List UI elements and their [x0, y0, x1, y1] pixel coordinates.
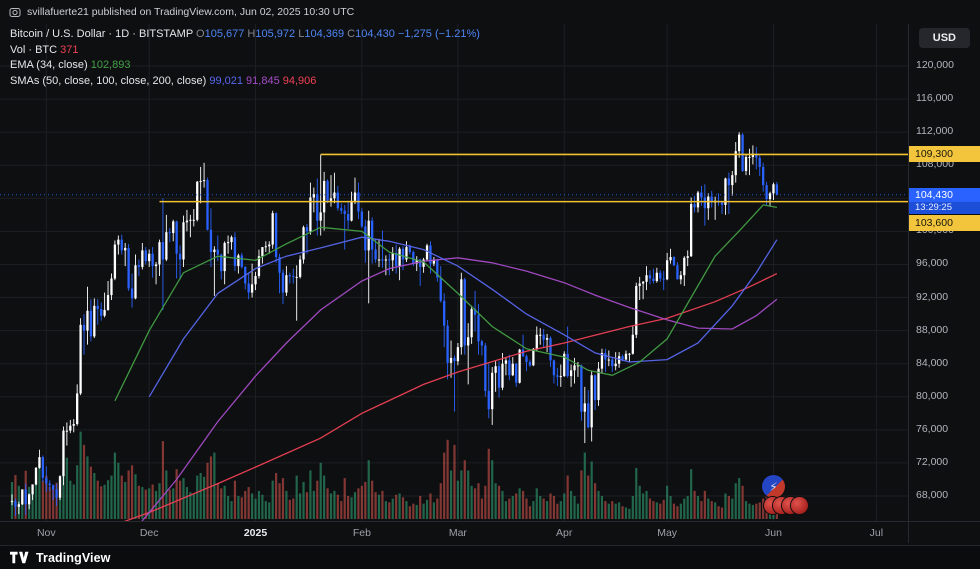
ohlc-open-value: 105,677: [204, 28, 245, 40]
tradingview-logo[interactable]: TradingView: [10, 551, 111, 565]
price-axis-label: 108,000: [916, 158, 954, 171]
price-scale[interactable]: 68,000 72,000 76,000 80,000 84,000 88,000 92,0…: [908, 24, 980, 521]
time-axis-label: Jul: [869, 527, 884, 539]
price-axis-label: 116,000: [916, 92, 954, 105]
change-value: −1,275 (−1.21%): [397, 28, 480, 40]
ohlc-low-value: 104,369: [304, 28, 345, 40]
symbol-title: Bitcoin / U.S. Dollar · 1D · BITSTAMP: [10, 28, 193, 40]
ohlc-high-key: H: [247, 28, 256, 40]
sma50-value: 99,021: [209, 74, 243, 87]
time-scale[interactable]: Nov Dec 2025 Feb Mar Apr May Jun Jul: [0, 522, 908, 543]
plot-layer: [10, 132, 779, 521]
time-axis-label: May: [657, 527, 678, 539]
time-axis-label: 2025: [243, 527, 268, 539]
price-axis-label: 92,000: [916, 290, 949, 303]
time-axis-label: Mar: [448, 527, 467, 539]
indicators-layer: [114, 204, 778, 521]
sma200-value: 94,906: [282, 74, 317, 87]
volume-label: Vol · BTC: [10, 43, 58, 56]
price-axis-label: 76,000: [916, 422, 949, 435]
price-chart-canvas[interactable]: [0, 0, 980, 545]
price-axis-label: 112,000: [916, 125, 954, 138]
resistance-price-label: 109,300: [909, 146, 980, 163]
sma-row[interactable]: SMAs (50, close, 100, close, 200, close)…: [10, 74, 480, 90]
volume-value: 371: [60, 43, 79, 56]
ohlc-close-value: 104,430: [355, 28, 395, 40]
volume-row[interactable]: Vol · BTC 371: [10, 43, 480, 59]
tradingview-logo-text: TradingView: [36, 550, 111, 565]
bottom-toolbar: TradingView: [0, 545, 980, 569]
lightning-glyph: ⚡: [769, 479, 778, 494]
time-axis-label: Jun: [764, 527, 782, 539]
candles-layer: [10, 132, 779, 516]
support-price-label: 103,600: [909, 214, 980, 231]
ohlc-high-value: 105,972: [255, 28, 296, 40]
candle-countdown-label: 13:29:25: [909, 201, 980, 214]
grid-layer: [0, 24, 908, 521]
volume-layer: [10, 431, 778, 519]
sma100-value: 91,845: [246, 74, 280, 87]
ohlc-open-key: O: [196, 28, 205, 40]
sma-label: SMAs (50, close, 100, close, 200, close): [10, 74, 207, 87]
price-axis-label: 96,000: [916, 257, 949, 270]
price-axis-label: 72,000: [916, 455, 949, 468]
time-axis-label: Feb: [352, 527, 371, 539]
price-axis-label: 68,000: [916, 489, 949, 501]
price-axis-label: 80,000: [916, 389, 949, 402]
time-axis-label: Apr: [556, 527, 573, 539]
publish-text: svillafuerte21 published on TradingView.…: [27, 5, 355, 18]
price-axis-label: 88,000: [916, 323, 949, 336]
ohlc-close-key: C: [347, 28, 356, 40]
publish-header: svillafuerte21 published on TradingView.…: [0, 0, 980, 23]
ohlc-low-key: L: [298, 28, 305, 40]
symbol-row[interactable]: Bitcoin / U.S. Dollar · 1D · BITSTAMP O1…: [10, 27, 480, 43]
price-axis-label: 120,000: [916, 59, 954, 71]
tradingview-logo-icon: [10, 551, 29, 564]
price-axis-label: 84,000: [916, 356, 949, 369]
camera-snapshot-icon: [9, 7, 21, 17]
last-price-label: 104,430: [909, 187, 980, 202]
ema-row[interactable]: EMA (34, close) 102,893: [10, 58, 480, 74]
time-axis-label: Nov: [36, 527, 56, 539]
time-axis-label: Dec: [139, 527, 159, 539]
ema-value: 102,893: [90, 59, 131, 71]
chart-legend: Bitcoin / U.S. Dollar · 1D · BITSTAMP O1…: [10, 27, 480, 89]
reaction-lightning-icon[interactable]: ⚡: [762, 475, 785, 498]
reaction-emoji: [791, 497, 808, 514]
ema-label: EMA (34, close): [10, 59, 88, 71]
currency-toggle-usd[interactable]: USD: [918, 28, 970, 48]
